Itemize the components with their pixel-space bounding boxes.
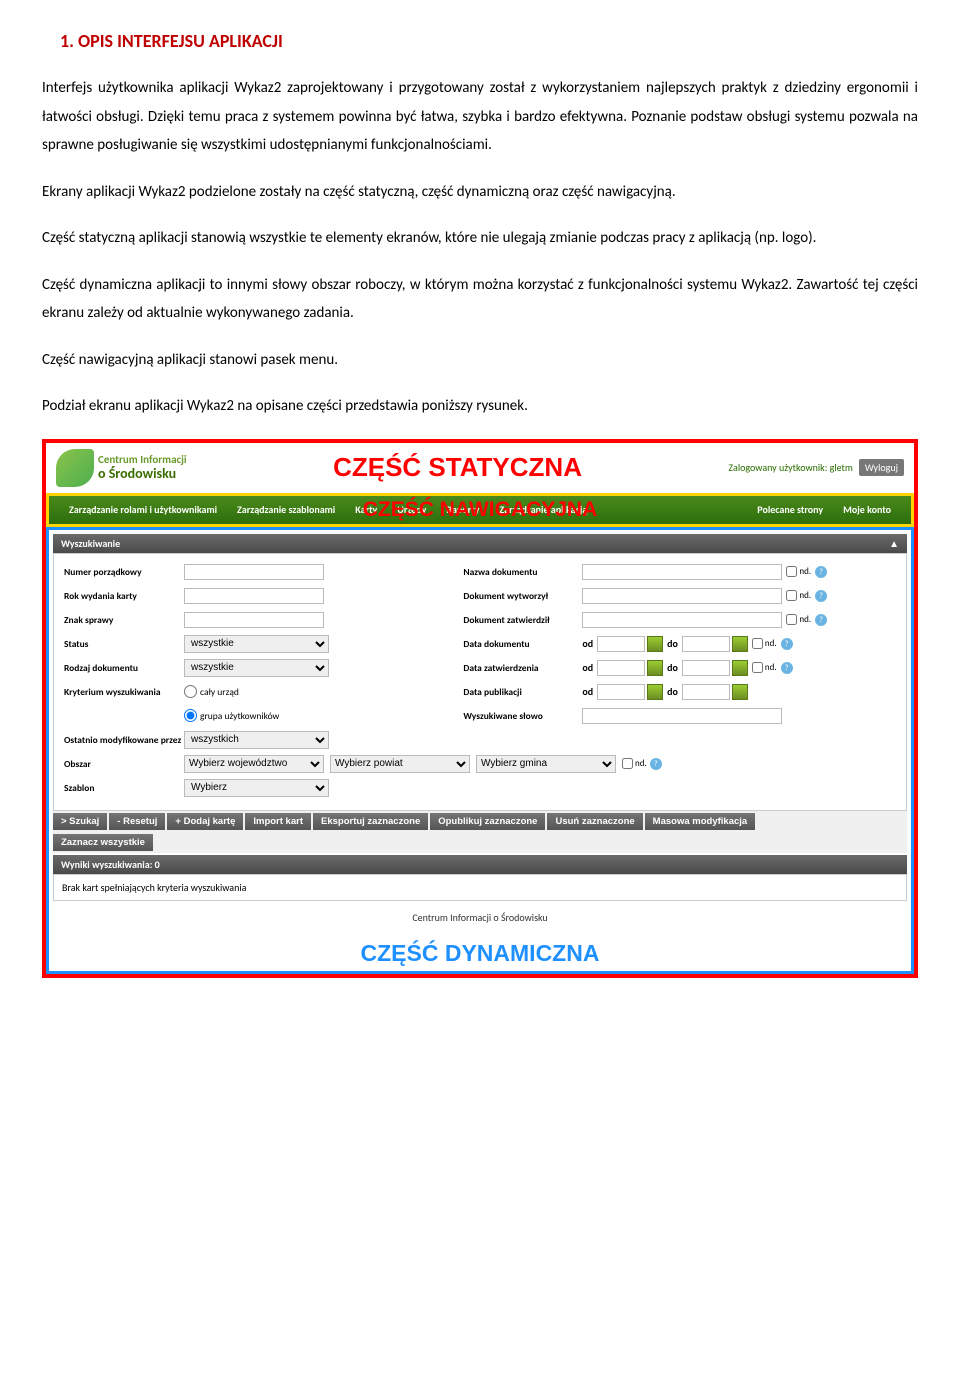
paragraph-4: Część dynamiczna aplikacji to innymi sło… <box>42 271 918 328</box>
input-zatwierdzil[interactable] <box>582 612 782 628</box>
label-kryterium: Kryterium wyszukiwania <box>64 686 184 698</box>
checkbox-nd-data-zat[interactable] <box>752 662 763 673</box>
calendar-icon[interactable] <box>647 660 663 676</box>
checkbox-nd-data-dok[interactable] <box>752 638 763 649</box>
label-rodzaj: Rodzaj dokumentu <box>64 662 184 674</box>
help-icon[interactable]: ? <box>781 662 793 674</box>
help-icon[interactable]: ? <box>815 614 827 626</box>
label-wytworzyl: Dokument wytworzył <box>463 590 578 602</box>
nav-item-recommended[interactable]: Polecane strony <box>747 503 833 516</box>
footer-text: Centrum Informacji o Środowisku <box>53 901 907 930</box>
delete-button[interactable]: Usuń zaznaczone <box>547 813 642 830</box>
static-region-label: CZĘŚĆ STATYCZNA <box>187 452 729 483</box>
collapse-icon[interactable]: ▲ <box>889 537 899 550</box>
checkbox-nd-obszar[interactable] <box>622 758 633 769</box>
section-heading: 1. OPIS INTERFEJSU APLIKACJI <box>42 30 918 52</box>
publish-button[interactable]: Opublikuj zaznaczone <box>430 813 545 830</box>
help-icon[interactable]: ? <box>815 590 827 602</box>
input-wytworzyl[interactable] <box>582 588 782 604</box>
search-panel-title: Wyszukiwanie <box>61 537 120 550</box>
label-szablon: Szablon <box>64 782 184 794</box>
search-panel-header[interactable]: Wyszukiwanie ▲ <box>53 534 907 553</box>
label-znak: Znak sprawy <box>64 614 184 626</box>
paragraph-5: Część nawigacyjną aplikacji stanowi pase… <box>42 346 918 375</box>
help-icon[interactable]: ? <box>815 566 827 578</box>
select-gmina[interactable]: Wybierz gmina <box>476 755 616 773</box>
label-rok: Rok wydania karty <box>64 590 184 602</box>
input-data-pub-od[interactable] <box>597 684 645 700</box>
label-zatwierdzil: Dokument zatwierdził <box>463 614 578 626</box>
paragraph-6: Podział ekranu aplikacji Wykaz2 na opisa… <box>42 392 918 421</box>
calendar-icon[interactable] <box>732 684 748 700</box>
checkbox-nd-wytworzyl[interactable] <box>786 590 797 601</box>
screenshot-dynamic-region: Wyszukiwanie ▲ Numer porządkowy Nazwa do… <box>46 527 914 974</box>
input-znak[interactable] <box>184 612 324 628</box>
label-numer: Numer porządkowy <box>64 566 184 578</box>
search-form: Numer porządkowy Nazwa dokumentu nd. ? R… <box>53 553 907 811</box>
label-data-zat: Data zatwierdzenia <box>463 662 578 674</box>
mass-modify-button[interactable]: Masowa modyfikacja <box>645 813 756 830</box>
select-rodzaj[interactable]: wszystkie <box>184 659 329 677</box>
reset-button[interactable]: - Resetuj <box>109 813 165 830</box>
nav-item-offices[interactable]: Urzędy <box>387 503 436 516</box>
input-data-zat-od[interactable] <box>597 660 645 676</box>
input-data-dok-do[interactable] <box>682 636 730 652</box>
input-nazwa[interactable] <box>582 564 782 580</box>
nav-item-cards[interactable]: Karty <box>345 503 387 516</box>
input-rok[interactable] <box>184 588 324 604</box>
label-nazwa: Nazwa dokumentu <box>463 566 578 578</box>
logged-user-text: Zalogowany użytkownik: gletm <box>728 461 852 474</box>
input-numer[interactable] <box>184 564 324 580</box>
paragraph-2: Ekrany aplikacji Wykaz2 podzielone zosta… <box>42 178 918 207</box>
calendar-icon[interactable] <box>732 636 748 652</box>
label-ostatnio: Ostatnio modyfikowane przez <box>64 734 184 746</box>
label-data-pub: Data publikacji <box>463 686 578 698</box>
screenshot-nav-region: Zarządzanie rolami i użytkownikami Zarzą… <box>46 493 914 527</box>
results-header: Wyniki wyszukiwania: 0 <box>53 855 907 874</box>
calendar-icon[interactable] <box>647 684 663 700</box>
screenshot-static-region: Centrum Informacji o Środowisku CZĘŚĆ ST… <box>42 439 918 978</box>
input-data-dok-od[interactable] <box>597 636 645 652</box>
input-slowo[interactable] <box>582 708 782 724</box>
nav-item-templates[interactable]: Zarządzanie szablonami <box>227 503 345 516</box>
radio-grupa[interactable] <box>184 709 197 722</box>
checkbox-nd-nazwa[interactable] <box>786 566 797 577</box>
add-card-button[interactable]: + Dodaj kartę <box>167 813 243 830</box>
radio-caly-urzad[interactable] <box>184 685 197 698</box>
input-data-zat-do[interactable] <box>682 660 730 676</box>
label-slowo: Wyszukiwane słowo <box>463 710 578 722</box>
import-button[interactable]: Import kart <box>245 813 311 830</box>
help-icon[interactable]: ? <box>781 638 793 650</box>
paragraph-1: Interfejs użytkownika aplikacji Wykaz2 z… <box>42 74 918 160</box>
logout-button[interactable]: Wyloguj <box>859 459 904 476</box>
input-data-pub-do[interactable] <box>682 684 730 700</box>
nav-item-account[interactable]: Moje konto <box>833 503 901 516</box>
label-obszar: Obszar <box>64 758 184 770</box>
export-button[interactable]: Eksportuj zaznaczone <box>313 813 428 830</box>
dynamic-region-label: CZĘŚĆ DYNAMICZNA <box>49 934 911 971</box>
nav-item-app-mgmt[interactable]: Zarządzanie aplikacją <box>489 503 597 516</box>
checkbox-nd-zatwierdzil[interactable] <box>786 614 797 625</box>
action-bar: > Szukaj - Resetuj + Dodaj kartę Import … <box>53 811 907 832</box>
logo-line2: o Środowisku <box>98 466 187 481</box>
paragraph-3: Część statyczną aplikacji stanowią wszys… <box>42 224 918 253</box>
search-button[interactable]: > Szukaj <box>53 813 107 830</box>
select-status[interactable]: wszystkie <box>184 635 329 653</box>
results-empty-text: Brak kart spełniających kryteria wyszuki… <box>53 874 907 901</box>
nav-item-roles[interactable]: Zarządzanie rolami i użytkownikami <box>59 503 227 516</box>
app-logo: Centrum Informacji o Środowisku <box>56 449 187 487</box>
select-wojewodztwo[interactable]: Wybierz województwo <box>184 755 324 773</box>
nav-item-reports[interactable]: Raporty <box>436 503 489 516</box>
select-all-button[interactable]: Zaznacz wszystkie <box>53 834 153 851</box>
calendar-icon[interactable] <box>647 636 663 652</box>
select-powiat[interactable]: Wybierz powiat <box>330 755 470 773</box>
leaf-icon <box>56 449 94 487</box>
label-data-dok: Data dokumentu <box>463 638 578 650</box>
calendar-icon[interactable] <box>732 660 748 676</box>
select-szablon[interactable]: Wybierz <box>184 779 329 797</box>
label-status: Status <box>64 638 184 650</box>
help-icon[interactable]: ? <box>650 758 662 770</box>
select-ostatnio[interactable]: wszystkich <box>184 731 329 749</box>
